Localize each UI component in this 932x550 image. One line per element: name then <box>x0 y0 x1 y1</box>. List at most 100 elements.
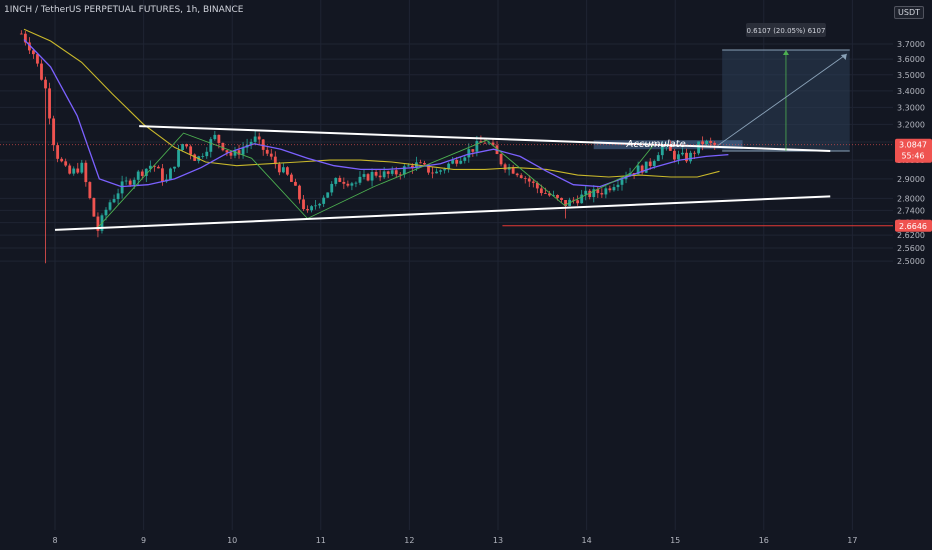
y-tick-label: 2.7400 <box>897 206 925 215</box>
candle-body <box>229 152 233 156</box>
time-axis[interactable]: 8 9 10 11 12 13 14 15 16 17 <box>0 530 932 550</box>
candle-body <box>519 175 523 178</box>
candle-body <box>302 199 305 210</box>
candle-body <box>290 174 293 182</box>
candle-body <box>523 177 527 179</box>
candle-body <box>668 144 672 151</box>
candle-body <box>459 160 463 164</box>
drawings: Accumulate 0.6107 (20.05%) 6107 <box>0 23 893 231</box>
candle-body <box>572 199 576 201</box>
candle-body <box>205 151 209 157</box>
candle-body <box>60 158 64 162</box>
candle-body <box>108 202 112 210</box>
candle-body <box>648 161 652 167</box>
candle-body <box>88 182 92 199</box>
support-price-badge <box>895 219 932 232</box>
candle-body <box>36 54 39 64</box>
price-labels: 3.0847 55:46 2.6646 <box>895 138 932 232</box>
candle-body <box>552 194 555 196</box>
candle-body <box>124 180 128 182</box>
candle-body <box>455 159 459 164</box>
candle-body <box>44 79 47 89</box>
candles <box>19 30 717 264</box>
candle-body <box>652 160 656 167</box>
candle-body <box>531 181 535 183</box>
candle-body <box>628 173 632 177</box>
candle-body <box>233 150 237 156</box>
candle-body <box>600 193 604 195</box>
candle-body <box>451 159 455 164</box>
candle-body <box>644 161 648 173</box>
x-tick-label: 9 <box>141 536 146 545</box>
projection-arrowhead <box>840 54 847 61</box>
candle-body <box>237 150 241 155</box>
candle-body <box>201 156 205 157</box>
x-tick-label: 15 <box>670 536 680 545</box>
candle-body <box>435 171 438 174</box>
candle-body <box>32 50 35 55</box>
candle-body <box>672 150 676 160</box>
candle-body <box>318 203 322 206</box>
candle-body <box>306 209 309 211</box>
candle-body <box>467 149 471 158</box>
price-axis[interactable]: 3.70003.60003.50003.40003.30003.20003.10… <box>893 0 932 530</box>
candle-body <box>527 178 531 182</box>
candle-body <box>423 163 426 165</box>
candle-body <box>406 165 410 167</box>
candle-body <box>294 181 297 186</box>
candle-body <box>701 141 705 145</box>
candle-body <box>92 198 96 217</box>
price-axis-background <box>893 0 932 530</box>
candle-body <box>177 149 180 167</box>
candle-body <box>132 179 136 185</box>
candle-body <box>709 141 713 143</box>
candle-body <box>169 168 172 180</box>
trendline-resistance <box>139 125 831 152</box>
candle-body <box>350 183 354 186</box>
candle-body <box>189 146 193 155</box>
candle-body <box>386 171 390 174</box>
candle-body <box>487 142 491 144</box>
chart-title: 1INCH / TetherUS PERPETUAL FUTURES, 1h, … <box>4 5 244 15</box>
candle-body <box>535 182 539 189</box>
candle-body <box>209 139 213 152</box>
x-tick-label: 12 <box>404 536 414 545</box>
projection-arrow-line <box>717 53 848 146</box>
candle-body <box>564 200 567 206</box>
candle-body <box>382 171 386 178</box>
y-tick-label: 3.4000 <box>897 87 925 96</box>
candle-body <box>511 167 515 174</box>
candle-body <box>410 165 414 169</box>
candle-body <box>161 168 164 182</box>
x-tick-label: 13 <box>493 536 503 545</box>
candle-body <box>27 42 31 51</box>
measure-label-background <box>745 23 826 38</box>
candle-body <box>249 141 253 145</box>
candle-body <box>596 189 600 194</box>
candle-body <box>560 197 563 201</box>
countdown-label: 55:46 <box>901 152 924 161</box>
candle-body <box>193 154 197 161</box>
candle-body <box>471 149 475 152</box>
measure-arrowhead <box>782 50 789 56</box>
y-tick-label: 2.6200 <box>897 231 925 240</box>
x-tick-label: 16 <box>759 536 769 545</box>
candle-body <box>685 152 688 162</box>
candle-body <box>269 153 273 157</box>
candle-body <box>592 189 596 198</box>
candle-body <box>148 165 152 169</box>
currency-badge[interactable]: USDT <box>894 6 924 19</box>
candle-body <box>330 183 334 193</box>
candle-body <box>539 188 543 194</box>
candle-body <box>326 192 330 198</box>
measure-label: 0.6107 (20.05%) 6107 <box>746 27 825 35</box>
candle-body <box>257 136 261 140</box>
candle-body <box>322 197 326 204</box>
candle-body <box>556 194 559 198</box>
y-tick-label: 2.8000 <box>897 194 925 203</box>
candle-body <box>116 193 120 200</box>
y-tick-label: 3.6000 <box>897 55 925 64</box>
y-tick-label: 2.5600 <box>897 244 925 253</box>
candle-body <box>48 88 51 119</box>
